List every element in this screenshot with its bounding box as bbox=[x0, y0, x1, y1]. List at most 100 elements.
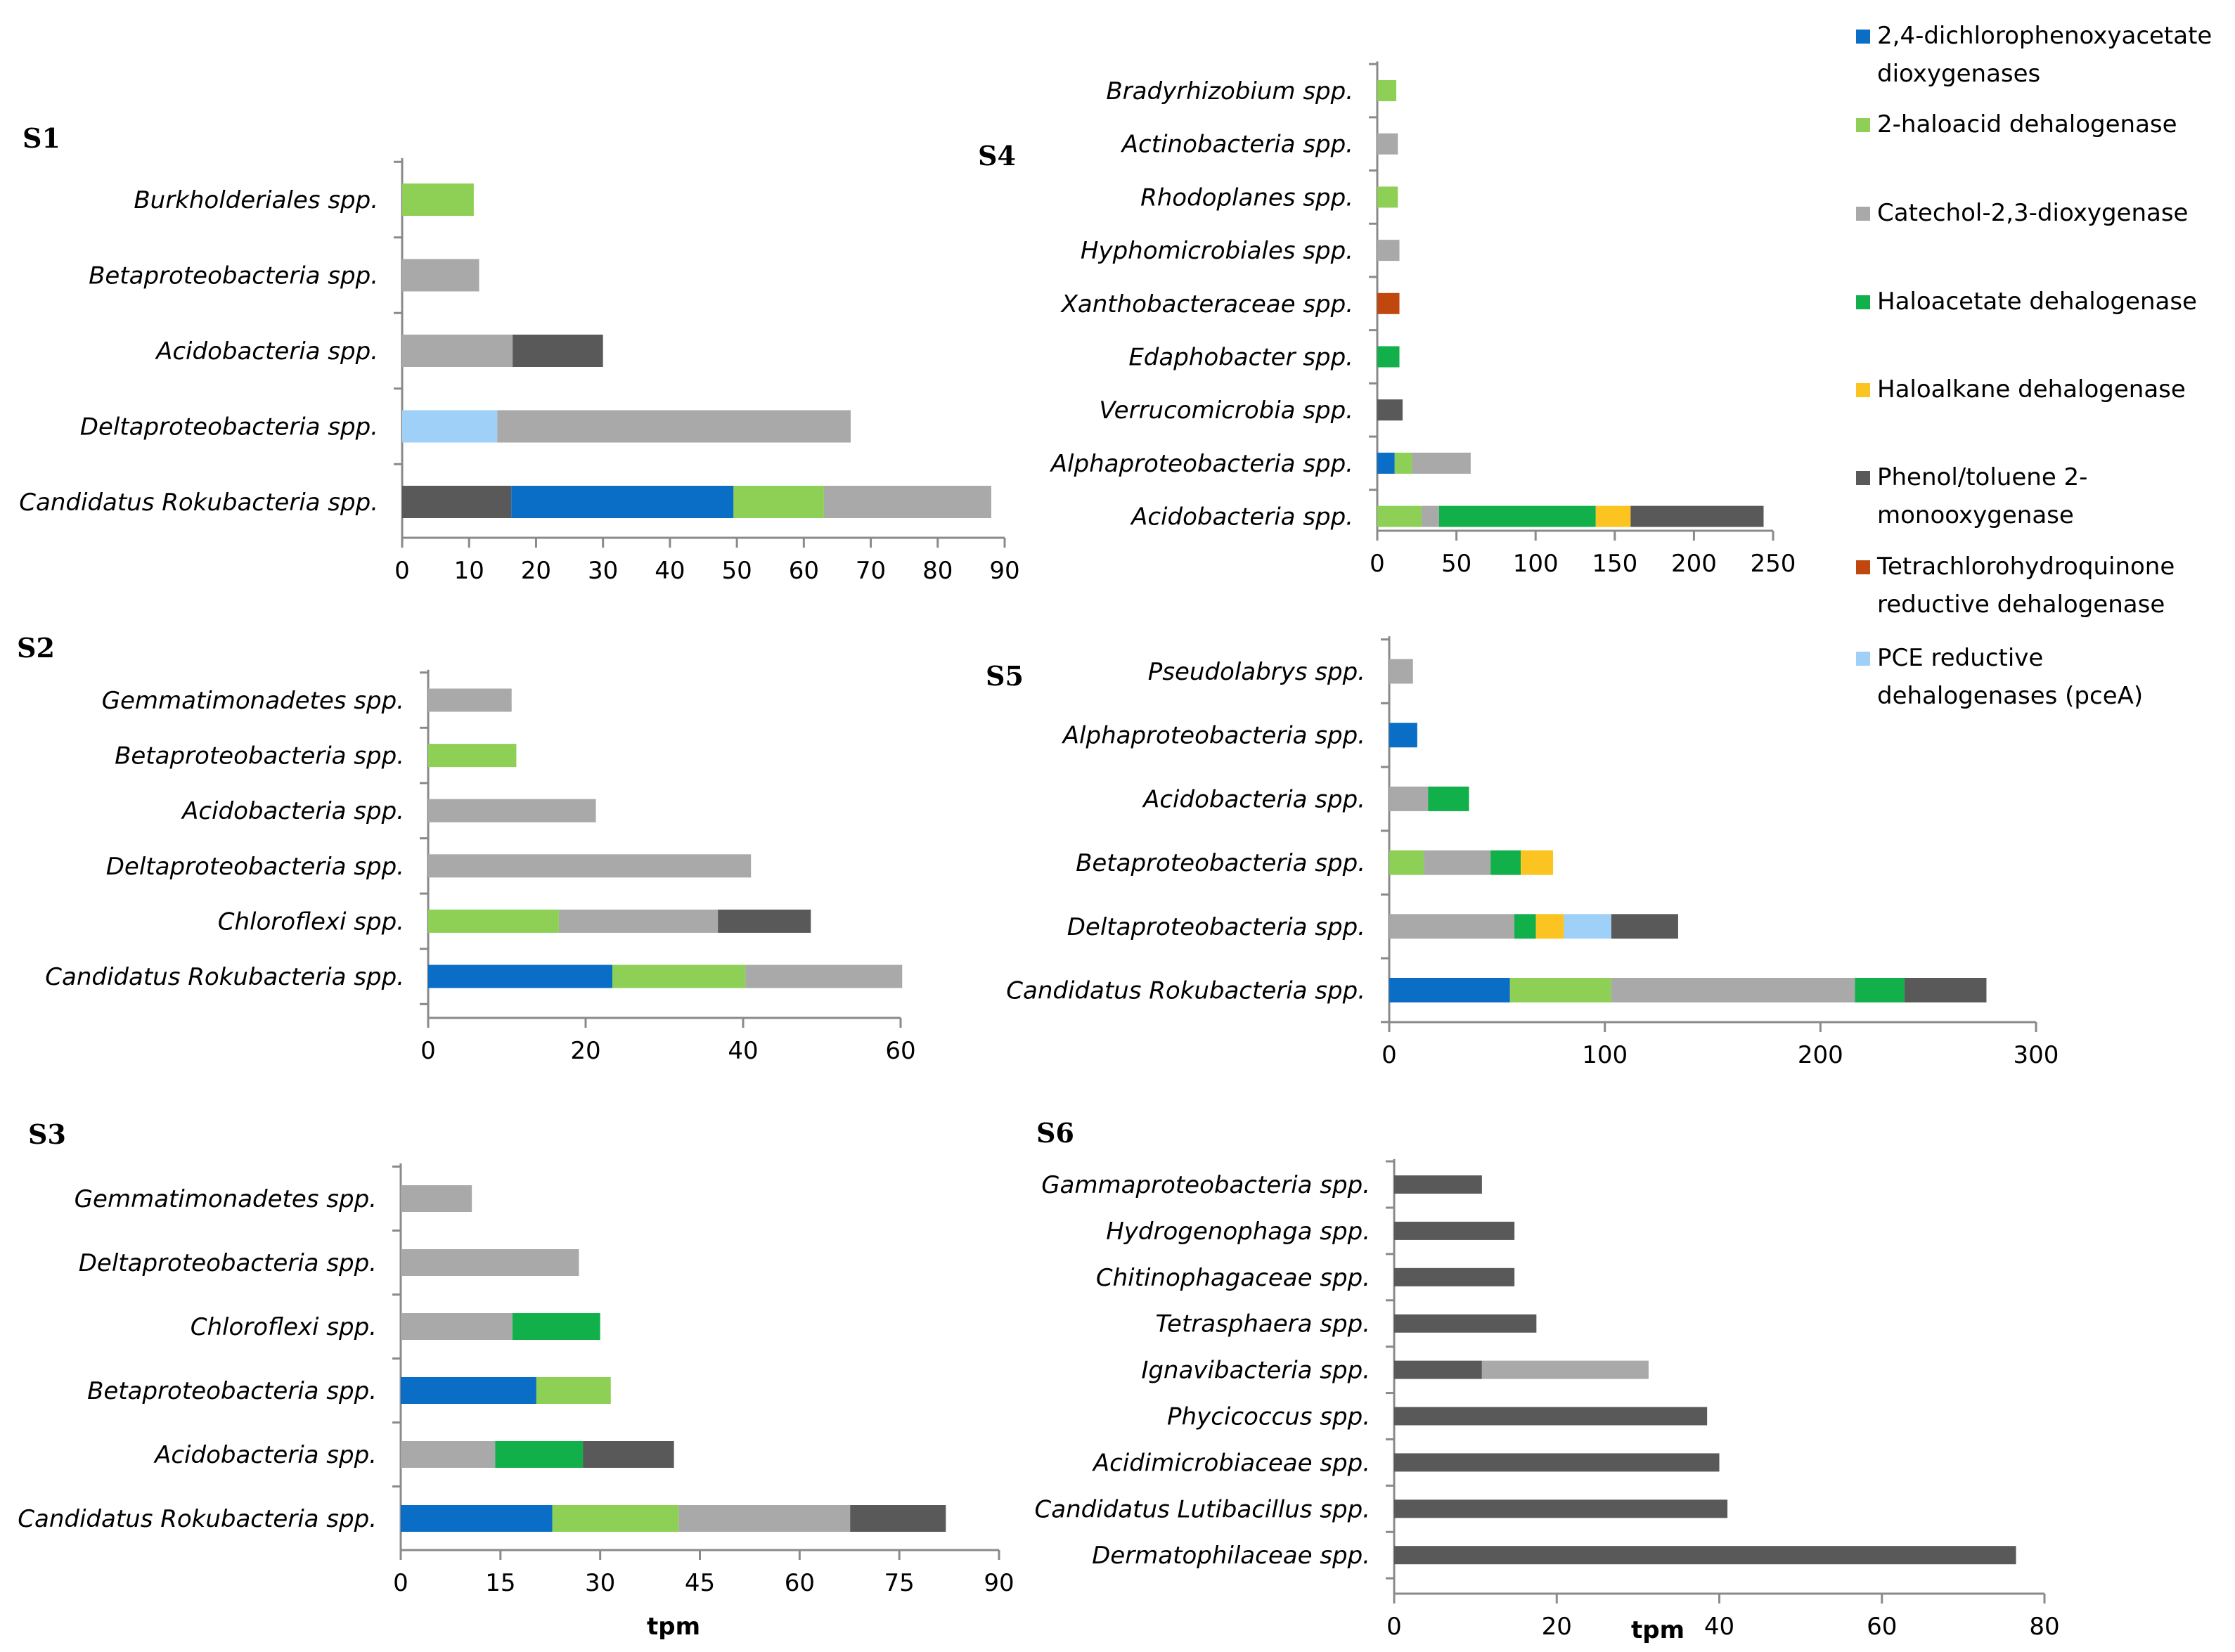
x-tick-label: 0 bbox=[394, 557, 410, 585]
category-label: Hyphomicrobiales spp. bbox=[1081, 237, 1353, 265]
category-label: Alphaproteobacteria spp. bbox=[1050, 450, 1353, 478]
legend-label: dehalogenases (pceA) bbox=[1877, 682, 2143, 710]
bar-segment-phenol bbox=[718, 909, 811, 933]
bar-segment-catechol bbox=[1377, 240, 1400, 262]
legend-square-icon bbox=[1856, 471, 1870, 485]
panel-s1: S1 0 10 20 30 40 50 60 70 80 90 Burkholderiales spp… bbox=[19, 122, 1019, 585]
bar-segment-dicamba bbox=[1389, 978, 1510, 1002]
x-tick-label: 70 bbox=[856, 557, 886, 585]
bar-segment-catechol bbox=[401, 1441, 496, 1468]
x-tick-label: 200 bbox=[1671, 550, 1717, 578]
category-label: Deltaproteobacteria spp. bbox=[80, 413, 378, 441]
legend-label: Phenol/toluene 2- bbox=[1877, 463, 2087, 491]
x-tick-label: 20 bbox=[521, 557, 551, 585]
bar-segment-pce bbox=[402, 410, 498, 443]
bar-segment-phenol bbox=[1377, 399, 1403, 421]
category-label: Deltaproteobacteria spp. bbox=[1067, 913, 1365, 941]
category-label: Edaphobacter spp. bbox=[1128, 344, 1353, 372]
bar-segment-haloacid bbox=[1377, 80, 1397, 101]
x-tick-label: 0 bbox=[1386, 1613, 1402, 1641]
panel-title: S4 bbox=[978, 140, 1016, 172]
x-tick-label: 60 bbox=[885, 1037, 915, 1065]
bar-segment-haloacetate bbox=[1855, 978, 1905, 1002]
x-tick-label: 60 bbox=[789, 557, 819, 585]
bar-segment-catechol bbox=[402, 335, 513, 367]
category-label: Verrucomicrobia spp. bbox=[1099, 396, 1353, 425]
bar-segment-dicamba bbox=[511, 486, 734, 518]
x-tick-label: 90 bbox=[989, 557, 1019, 585]
legend-label: Tetrachlorohydroquinone bbox=[1876, 553, 2175, 581]
category-label: Candidatus Rokubacteria spp. bbox=[1006, 977, 1365, 1005]
legend-label: PCE reductive bbox=[1877, 644, 2043, 672]
x-tick-label: 10 bbox=[454, 557, 484, 585]
category-label: Rhodoplanes spp. bbox=[1140, 183, 1353, 212]
category-label: Phycicoccus spp. bbox=[1167, 1403, 1370, 1431]
bar-segment-haloacid bbox=[733, 486, 824, 518]
legend-square-icon bbox=[1856, 30, 1870, 44]
bar-segment-phenol bbox=[1394, 1499, 1728, 1518]
x-tick-label: 60 bbox=[785, 1569, 815, 1597]
bar-segment-haloacetate bbox=[1438, 505, 1596, 527]
bar-segment-dicamba bbox=[1377, 452, 1395, 474]
legend-square-icon bbox=[1856, 295, 1870, 309]
bar-segment-haloacid bbox=[1509, 978, 1611, 1002]
bar-segment-catechol bbox=[745, 964, 903, 988]
category-label: Actinobacteria spp. bbox=[1121, 131, 1353, 159]
bar-segment-haloacetate bbox=[512, 1313, 600, 1340]
bar-segment-catechol bbox=[1389, 659, 1413, 684]
bar-segment-phenol bbox=[513, 335, 603, 367]
bar-segment-haloacetate bbox=[1490, 850, 1521, 875]
bar-segment-phenol bbox=[1630, 505, 1764, 527]
bar-segment-haloacid bbox=[552, 1505, 679, 1532]
x-tick-label: 20 bbox=[1542, 1613, 1572, 1641]
bar-segment-catechol bbox=[558, 909, 719, 933]
legend-label: Haloalkane dehalogenase bbox=[1877, 375, 2186, 404]
x-tick-label: 40 bbox=[1704, 1613, 1734, 1641]
bar-segment-catechol bbox=[401, 1249, 579, 1276]
x-axis-label: tpm bbox=[647, 1613, 700, 1641]
legend-item-dicamba: 2,4-dichlorophenoxyacetate dioxygenases bbox=[1856, 22, 2212, 88]
x-tick-label: 40 bbox=[728, 1037, 758, 1065]
bar-segment-haloacid bbox=[1377, 505, 1422, 527]
bar-segment-catechol bbox=[1611, 978, 1855, 1002]
category-label: Bradyrhizobium spp. bbox=[1106, 77, 1353, 105]
category-label: Tetrasphaera spp. bbox=[1155, 1310, 1370, 1338]
panel-title: S5 bbox=[986, 660, 1024, 692]
panel-title: S1 bbox=[22, 122, 60, 154]
bar-segment-catechol bbox=[401, 1313, 513, 1340]
bar-segment-catechol bbox=[428, 688, 512, 712]
x-tick-label: 150 bbox=[1592, 550, 1637, 578]
bar-segment-catechol bbox=[1422, 505, 1439, 527]
legend-item-phenol: Phenol/toluene 2- monooxygenase bbox=[1856, 463, 2087, 529]
legend-item-haloalkane: Haloalkane dehalogenase bbox=[1856, 375, 2186, 404]
bar-segment-haloalkane bbox=[1595, 505, 1631, 527]
bar-segment-phenol bbox=[402, 486, 512, 518]
category-label: Gemmatimonadetes spp. bbox=[102, 687, 404, 715]
bar-segment-haloacetate bbox=[1428, 786, 1469, 811]
bar-segment-catechol bbox=[678, 1505, 851, 1532]
category-label: Candidatus Rokubacteria spp. bbox=[18, 1505, 377, 1533]
category-label: Betaproteobacteria spp. bbox=[115, 742, 404, 770]
legend-square-icon bbox=[1856, 118, 1870, 132]
bar-segment-catechol bbox=[402, 259, 479, 292]
panel-s6: S6 0 20 40 60 80 Gammaproteobacteria spp. Hydro… bbox=[1035, 1117, 2060, 1644]
legend-item-haloacetate: Haloacetate dehalogenase bbox=[1856, 288, 2197, 316]
x-tick-label: 50 bbox=[721, 557, 752, 585]
bar-segment-catechol bbox=[428, 799, 596, 822]
legend-item-tetrachloro: Tetrachlorohydroquinone reductive dehalog… bbox=[1856, 553, 2175, 619]
legend-item-pce: PCE reductive dehalogenases (pceA) bbox=[1856, 644, 2143, 710]
panel-s5: S5 0 100 200 300 Pseudolabrys spp. Alphaproteo… bbox=[986, 636, 2059, 1069]
legend-square-icon bbox=[1856, 652, 1870, 666]
category-label: Burkholderiales spp. bbox=[134, 186, 378, 214]
category-label: Acidobacteria spp. bbox=[1130, 503, 1353, 531]
bar-segment-catechol bbox=[1424, 850, 1491, 875]
category-label: Gemmatimonadetes spp. bbox=[75, 1185, 377, 1213]
legend-square-icon bbox=[1856, 383, 1870, 397]
x-tick-label: 75 bbox=[884, 1569, 915, 1597]
category-label: Gammaproteobacteria spp. bbox=[1041, 1171, 1370, 1199]
legend-label: 2-haloacid dehalogenase bbox=[1877, 110, 2177, 138]
bar-segment-catechol bbox=[1481, 1360, 1649, 1379]
category-label: Chitinophagaceae spp. bbox=[1096, 1264, 1370, 1292]
x-tick-label: 60 bbox=[1867, 1613, 1897, 1641]
bar-segment-dicamba bbox=[401, 1377, 536, 1404]
